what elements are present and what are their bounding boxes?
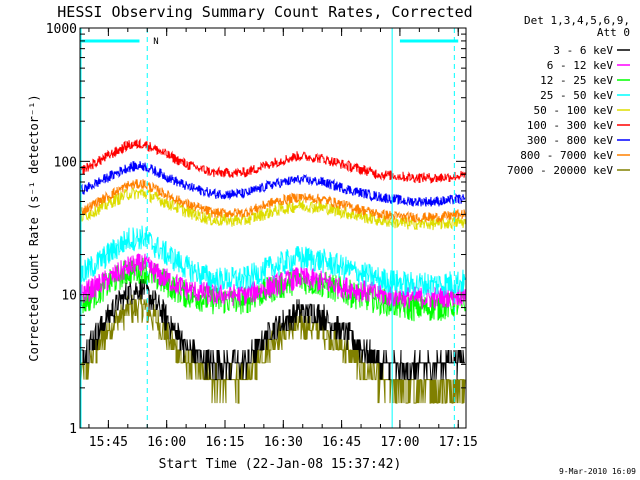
- series-line: [80, 225, 466, 297]
- legend-title: Det 1,3,4,5,6,9,: [524, 14, 630, 27]
- x-tick-label: 17:15: [439, 435, 478, 450]
- x-tick-label: 16:15: [205, 435, 244, 450]
- footer-timestamp: 9-Mar-2010 16:09: [559, 467, 636, 476]
- series-line: [80, 187, 466, 231]
- y-tick-label: 100: [54, 155, 77, 170]
- legend-title: Att 0: [597, 26, 630, 39]
- plot-area: N: [80, 28, 466, 428]
- y-tick-label: 1: [69, 422, 77, 437]
- x-tick-label: 17:00: [380, 435, 419, 450]
- legend: Det 1,3,4,5,6,9,Att 0 3 - 6 keV 6 - 12 keV…: [507, 14, 630, 177]
- x-tick-label: 16:45: [322, 435, 361, 450]
- legend-entry-label: 800 - 7000 keV: [520, 149, 613, 162]
- legend-entry-label: 100 - 300 keV: [527, 119, 613, 132]
- series-line: [80, 179, 466, 223]
- series-line: [80, 161, 466, 207]
- x-axis-label: Start Time (22-Jan-08 15:37:42): [159, 457, 402, 472]
- legend-entry-label: 50 - 100 keV: [534, 104, 614, 117]
- flag-label: N: [153, 37, 158, 47]
- y-axis-label: Corrected Count Rate (s⁻¹ detector⁻¹): [27, 94, 41, 361]
- y-tick-label: 10: [61, 289, 77, 304]
- chart-title: HESSI Observing Summary Count Rates, Cor…: [57, 3, 472, 21]
- x-tick-label: 16:30: [264, 435, 303, 450]
- legend-entry-label: 300 - 800 keV: [527, 134, 613, 147]
- axes: 15:45 16:00 16:15 16:30 16:45 17:00 17:15 1 10 10…: [46, 22, 478, 450]
- plot-frame: [79, 27, 467, 429]
- legend-entry-label: 7000 - 20000 keV: [507, 164, 613, 177]
- series-line: [80, 138, 466, 184]
- legend-entry-label: 3 - 6 keV: [553, 44, 613, 57]
- x-tick-label: 15:45: [89, 435, 128, 450]
- y-tick-label: 1000: [46, 22, 77, 37]
- x-tick-label: 16:00: [147, 435, 186, 450]
- legend-entry-label: 6 - 12 keV: [547, 59, 614, 72]
- series-line: [80, 294, 466, 404]
- legend-entry-label: 12 - 25 keV: [540, 74, 613, 87]
- legend-entry-label: 25 - 50 keV: [540, 89, 613, 102]
- series-line: [81, 278, 465, 381]
